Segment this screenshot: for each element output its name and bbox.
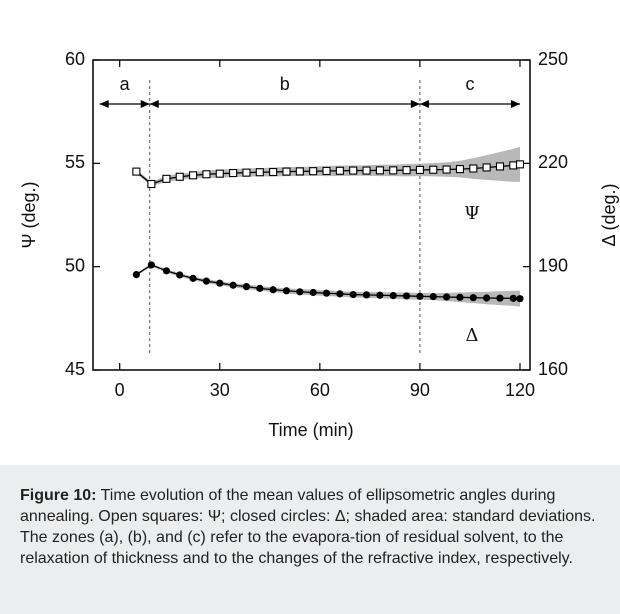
psi-series-label: Ψ: [464, 203, 480, 224]
data-point-square: [495, 162, 505, 171]
data-point-circle: [132, 270, 140, 279]
zone-arrows: a b c: [99, 74, 520, 108]
axis-ticks: 0 30 60 90 120 45 50 55 60 160 190 220 250: [65, 49, 568, 400]
data-point-circle: [483, 294, 491, 302]
data-point-square: [175, 172, 184, 181]
data-point-square: [375, 166, 384, 175]
data-point-circle: [322, 289, 331, 297]
data-point-square: [429, 165, 438, 174]
data-point-circle: [429, 293, 437, 301]
data-point-square: [189, 171, 198, 180]
data-point-square: [282, 167, 291, 176]
data-point-circle: [516, 295, 524, 303]
data-point-circle: [269, 286, 277, 294]
data-point-square: [442, 165, 451, 174]
data-point-square: [132, 167, 141, 176]
data-point-circle: [162, 267, 170, 275]
data-point-square: [295, 167, 304, 176]
data-point-square: [482, 163, 491, 172]
zone-label: c: [465, 74, 474, 94]
y-right-tick-label: 220: [538, 152, 568, 172]
zone-arrow-head-right: [140, 100, 150, 108]
x-tick-label: 60: [310, 380, 330, 400]
data-point-circle: [376, 291, 384, 299]
data-point-square: [509, 161, 518, 170]
data-point-square: [255, 168, 264, 177]
y-left-tick-label: 50: [65, 255, 85, 275]
data-point-square: [455, 165, 464, 174]
data-point-circle: [176, 271, 184, 279]
y-left-tick-label: 55: [65, 152, 85, 172]
data-point-square: [162, 174, 171, 183]
data-point-circle: [282, 287, 291, 295]
zone-arrow-head-left: [149, 100, 159, 108]
data-point-square: [202, 170, 211, 179]
zone-label: b: [280, 74, 290, 94]
x-tick-label: 30: [210, 380, 230, 400]
zone-boundaries: [149, 80, 421, 355]
data-point-square: [242, 168, 251, 177]
plot-frame: [92, 59, 531, 371]
data-point-square: [229, 168, 238, 178]
data-point-circle: [229, 281, 237, 289]
data-point-circle: [349, 290, 357, 299]
data-point-square: [215, 169, 224, 178]
y-right-tick-label: 160: [538, 359, 568, 379]
chart: a b c 0 30 60 90 120 45 50 55 60 160 190 220 250 Ψ (de…: [19, 49, 619, 440]
x-tick-label: 90: [410, 380, 430, 400]
data-point-circle: [496, 294, 504, 302]
data-point-square: [322, 166, 331, 176]
caption-box: Figure 10: Time evolution of the mean va…: [0, 465, 620, 614]
data-point-square: [469, 164, 478, 173]
zone-arrow-head-right: [510, 100, 520, 108]
data-point-square: [362, 166, 371, 175]
y-right-tick-label: 190: [538, 255, 568, 275]
data-point-circle: [296, 288, 304, 296]
data-point-circle: [509, 294, 517, 302]
data-point-square: [402, 166, 411, 175]
std-band: [136, 263, 520, 307]
x-tick-label: 120: [505, 380, 535, 400]
caption-label: Figure 10:: [20, 487, 97, 504]
y-left-tick-label: 45: [65, 359, 85, 379]
zone-arrow-head-left: [419, 100, 429, 108]
data-point-square: [269, 167, 278, 177]
series: [132, 160, 525, 303]
y-left-tick-label: 60: [65, 49, 85, 69]
data-point-circle: [189, 274, 197, 282]
data-point-circle: [216, 279, 224, 287]
data-point-circle: [456, 293, 464, 301]
caption-body: Time evolution of the mean values of ell…: [20, 487, 596, 567]
data-point-circle: [416, 292, 424, 300]
data-point-circle: [402, 292, 411, 300]
data-point-circle: [336, 290, 344, 298]
data-point-square: [415, 165, 424, 174]
zone-arrow-head-right: [410, 100, 420, 108]
data-point-circle: [242, 283, 251, 291]
data-point-square: [335, 166, 344, 175]
data-point-circle: [362, 291, 371, 299]
data-point-circle: [443, 293, 451, 301]
data-point-circle: [147, 261, 155, 269]
delta-series-label: Δ: [466, 325, 479, 346]
data-point-square: [389, 166, 398, 175]
data-point-square: [147, 179, 156, 189]
data-point-circle: [389, 292, 397, 300]
figure-caption: Figure 10: Time evolution of the mean va…: [20, 485, 600, 569]
data-point-square: [309, 167, 318, 176]
data-point-square: [349, 166, 358, 175]
data-point-circle: [309, 288, 317, 297]
zone-label: a: [120, 74, 131, 94]
data-point-square: [515, 160, 525, 169]
y-right-tick-label: 250: [538, 49, 568, 69]
zone-arrow-head-left: [99, 100, 109, 108]
y-axis-right-label: Δ (deg.): [599, 183, 619, 246]
data-point-circle: [256, 284, 264, 292]
data-point-circle: [469, 294, 477, 302]
data-point-circle: [202, 277, 211, 285]
y-axis-left-label: Ψ (deg.): [19, 181, 39, 248]
x-tick-label: 0: [115, 380, 125, 400]
x-axis-label: Time (min): [268, 420, 353, 440]
